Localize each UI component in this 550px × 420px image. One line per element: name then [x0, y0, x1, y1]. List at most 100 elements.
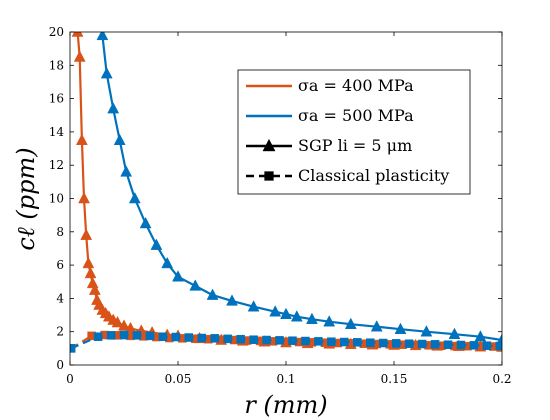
data-point — [469, 341, 479, 350]
x-axis: 0 0.05 0.1 0.15 0.2 — [66, 32, 512, 386]
data-point — [93, 332, 103, 341]
data-point — [100, 67, 113, 79]
data-point — [340, 337, 349, 347]
data-point — [290, 310, 303, 322]
y-tick-label: 12 — [49, 158, 64, 172]
data-point — [111, 316, 124, 328]
data-point — [353, 338, 362, 347]
data-point — [150, 238, 163, 250]
data-point — [288, 336, 297, 345]
data-point — [280, 307, 292, 319]
data-point — [370, 320, 383, 332]
data-point — [184, 333, 194, 342]
data-point — [82, 256, 95, 269]
data-point — [118, 319, 130, 331]
data-point — [391, 339, 401, 348]
y-tick-label: 8 — [56, 225, 64, 239]
y-tick-label: 2 — [56, 325, 64, 339]
data-point — [132, 331, 142, 340]
data-point — [206, 288, 219, 300]
y-tick-label: 0 — [56, 358, 64, 372]
data-point — [119, 330, 129, 340]
x-tick-label: 0.1 — [276, 372, 295, 386]
data-point — [327, 337, 336, 346]
data-point — [73, 50, 86, 62]
y-tick-label: 18 — [49, 58, 64, 72]
data-point — [306, 312, 318, 324]
legend-label: σa = 400 MPa — [298, 76, 414, 95]
data-point — [88, 283, 101, 295]
data-point — [417, 339, 427, 349]
data-point — [275, 336, 284, 345]
data-point — [78, 191, 90, 204]
x-axis-label: r (mm) — [244, 391, 327, 419]
series-layer — [70, 32, 502, 353]
data-point — [128, 191, 141, 204]
legend-items: σa = 400 MPa σa = 500 MPa SGP li = 5 μm Cla… — [246, 76, 449, 185]
data-point — [145, 331, 155, 341]
data-point — [378, 338, 388, 348]
data-point — [456, 340, 466, 350]
x-tick-label: 0.2 — [492, 372, 511, 386]
data-point — [226, 294, 238, 306]
x-tick-label: 0 — [66, 372, 74, 386]
data-point — [197, 333, 207, 343]
data-point — [107, 102, 120, 114]
data-point — [96, 32, 109, 41]
data-point — [71, 32, 84, 37]
y-tick-label: 20 — [49, 25, 64, 39]
data-point — [106, 331, 116, 340]
legend-label: Classical plasticity — [298, 166, 449, 185]
data-point — [161, 256, 174, 269]
data-point — [80, 228, 93, 240]
y-axis-label: cℓ (ppm) — [12, 147, 40, 250]
data-point — [247, 300, 260, 312]
data-point — [394, 322, 407, 334]
data-point — [236, 334, 245, 344]
legend-label: σa = 500 MPa — [298, 106, 414, 125]
legend-marker — [262, 138, 276, 152]
data-point — [495, 341, 502, 351]
data-point — [262, 335, 271, 345]
legend-label: SGP li = 5 μm — [298, 136, 412, 155]
data-point — [420, 325, 433, 337]
data-point — [139, 216, 152, 229]
y-tick-label: 4 — [56, 291, 64, 305]
data-point — [171, 332, 181, 342]
data-point — [344, 317, 357, 329]
x-tick-label: 0.15 — [381, 372, 408, 386]
data-point — [75, 133, 88, 145]
y-tick-label: 14 — [49, 125, 65, 139]
legend-box — [237, 69, 471, 195]
data-point — [314, 337, 323, 346]
data-point — [84, 266, 97, 279]
series-solid-blue — [96, 32, 502, 345]
y-axis: 0 2 4 6 8 10 12 14 16 18 20 — [49, 25, 502, 372]
data-point — [430, 340, 440, 349]
data-point — [210, 334, 219, 343]
data-point — [301, 336, 310, 346]
data-point — [404, 339, 414, 348]
data-point — [448, 327, 461, 339]
data-point — [70, 344, 76, 353]
y-tick-label: 10 — [49, 192, 64, 206]
y-tick-label: 16 — [49, 92, 64, 106]
data-point — [474, 330, 487, 342]
legend: σa = 400 MPa σa = 500 MPa SGP li = 5 μm Cla… — [237, 69, 471, 195]
data-point — [323, 315, 336, 327]
series-dashed-blue — [70, 330, 502, 353]
data-point — [158, 332, 168, 341]
legend-marker — [264, 171, 274, 181]
y-tick-label: 6 — [56, 258, 64, 272]
x-tick-label: 0.05 — [165, 372, 192, 386]
data-point — [269, 305, 282, 317]
data-point — [189, 279, 202, 291]
data-point — [443, 340, 453, 349]
data-point — [482, 341, 492, 350]
data-point — [249, 335, 258, 344]
data-point — [120, 165, 133, 177]
data-point — [113, 133, 126, 145]
data-point — [172, 270, 184, 282]
data-point — [223, 334, 232, 344]
